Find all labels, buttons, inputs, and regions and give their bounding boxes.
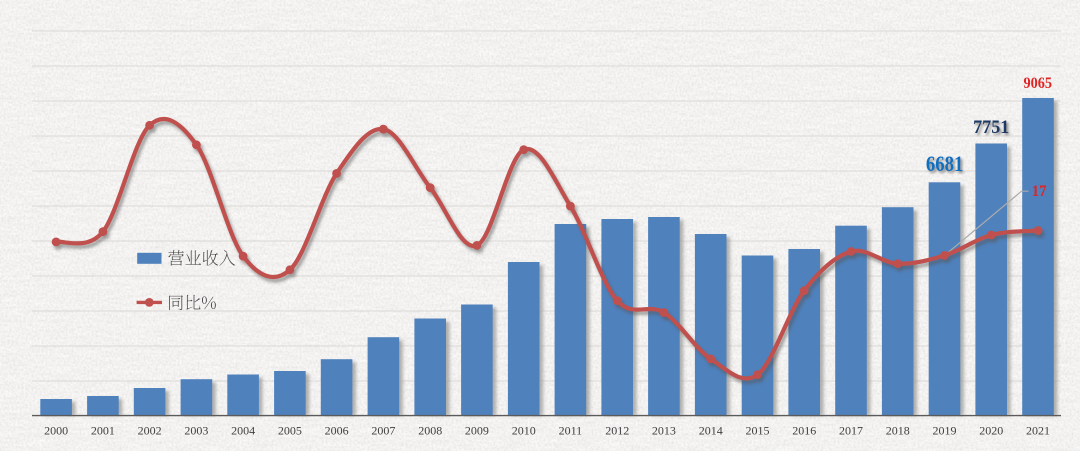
svg-text:2010: 2010 (512, 424, 536, 438)
svg-text:2008: 2008 (418, 424, 442, 438)
svg-text:2020: 2020 (979, 424, 1003, 438)
svg-text:2005: 2005 (278, 424, 302, 438)
svg-text:2006: 2006 (325, 424, 349, 438)
svg-text:2002: 2002 (138, 424, 162, 438)
svg-text:2016: 2016 (792, 424, 816, 438)
svg-text:2012: 2012 (605, 424, 629, 438)
svg-text:2019: 2019 (933, 424, 957, 438)
svg-text:2000: 2000 (44, 424, 68, 438)
svg-text:2021: 2021 (1026, 424, 1050, 438)
svg-text:2017: 2017 (839, 424, 863, 438)
svg-text:2007: 2007 (371, 424, 395, 438)
svg-text:9065: 9065 (1024, 75, 1052, 92)
svg-text:2015: 2015 (746, 424, 770, 438)
svg-text:2014: 2014 (699, 424, 723, 438)
svg-text:2013: 2013 (652, 424, 676, 438)
svg-text:2018: 2018 (886, 424, 910, 438)
svg-text:7751: 7751 (973, 116, 1009, 138)
svg-text:2003: 2003 (184, 424, 208, 438)
svg-text:6681: 6681 (926, 153, 963, 177)
svg-text:2004: 2004 (231, 424, 255, 438)
svg-text:2009: 2009 (465, 424, 489, 438)
svg-text:2001: 2001 (91, 424, 115, 438)
svg-text:17: 17 (1032, 182, 1047, 200)
svg-text:2011: 2011 (559, 424, 583, 438)
